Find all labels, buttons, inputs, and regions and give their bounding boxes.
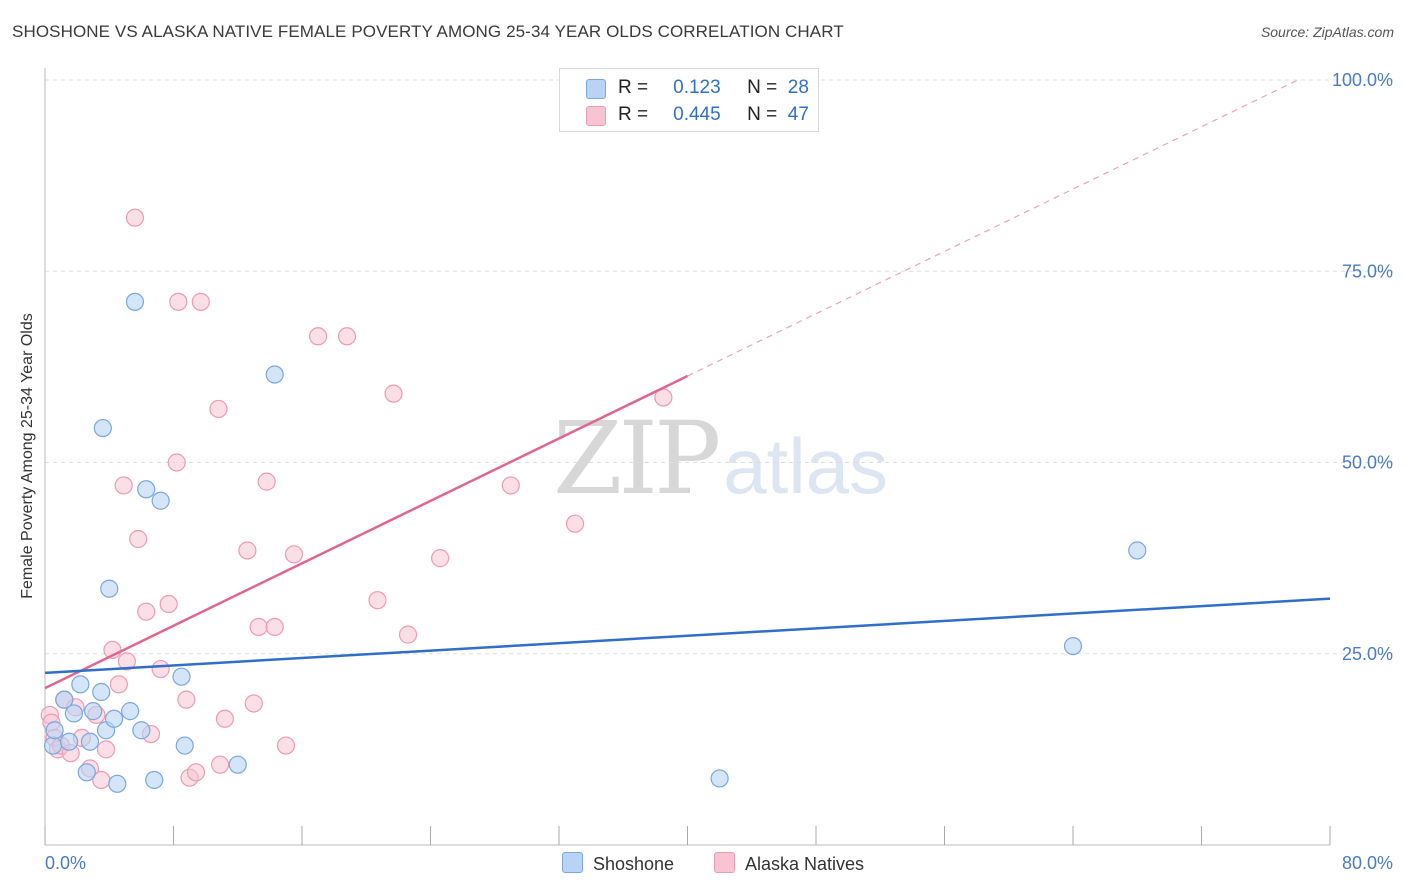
legend-alaska-label: Alaska Natives (745, 854, 865, 874)
alaska-point (384, 384, 403, 403)
alaska-point (565, 514, 585, 533)
y-tick-label: 50.0% (1342, 453, 1393, 473)
y-tick-label: 75.0% (1342, 261, 1393, 281)
alaska-point (114, 476, 133, 495)
alaska-trend-line (44, 374, 689, 690)
shoshone-point (132, 721, 151, 740)
shoshone-n-value: 28 (787, 77, 809, 98)
alaska-n-value: 47 (787, 104, 809, 125)
alaska-point (368, 591, 387, 610)
watermark-atlas: atlas (723, 422, 889, 510)
legend-shoshone-label: Shoshone (593, 854, 675, 874)
shoshone-point (45, 721, 64, 740)
watermark: ZIPatlas (553, 400, 888, 517)
alaska-point (125, 208, 145, 227)
shoshone-point (43, 736, 63, 755)
alaska-point (337, 327, 357, 346)
alaska-point (284, 545, 304, 564)
alaska-point (96, 740, 116, 759)
x-tick-label: 0.0% (45, 853, 86, 873)
shoshone-r-value: 0.123 (673, 77, 721, 98)
shoshone-point (1128, 541, 1147, 560)
shoshone-point (100, 579, 119, 598)
shoshone-point (265, 365, 284, 384)
shoshone-point (710, 769, 729, 788)
alaska-point (276, 736, 296, 755)
alaska-point (137, 602, 156, 621)
alaska-point (159, 594, 178, 614)
alaska-point (109, 675, 128, 694)
alaska-point (117, 652, 137, 671)
alaska-point (177, 690, 196, 709)
shoshone-point (71, 675, 90, 694)
alaska-r-value: 0.445 (673, 104, 721, 125)
alaska-point (238, 541, 257, 560)
shoshone-swatch (586, 79, 606, 99)
shoshone-point (151, 491, 170, 510)
shoshone-point (93, 418, 112, 438)
y-tick-label: 100.0% (1332, 70, 1393, 90)
legend-item-alaska: Alaska Natives (714, 852, 864, 875)
watermark-zip: ZIP (553, 400, 721, 517)
shoshone-n-label: N = (747, 77, 778, 98)
alaska-point (215, 709, 234, 728)
shoshone-point (175, 736, 194, 755)
shoshone-point (228, 755, 247, 774)
shoshone-point (64, 704, 84, 723)
shoshone-point (84, 702, 103, 721)
shoshone-point (1063, 636, 1083, 656)
shoshone-point (55, 690, 74, 709)
shoshone-point (59, 732, 79, 751)
shoshone-point (108, 774, 127, 793)
legend-alaska-swatch (714, 852, 735, 873)
alaska-point (169, 292, 188, 311)
alaska-point (257, 472, 276, 491)
alaska-point (501, 476, 520, 495)
source-credit: Source: ZipAtlas.com (1260, 24, 1394, 40)
shoshone-point (77, 763, 96, 782)
alaska-point (167, 453, 186, 472)
shoshone-point (80, 732, 100, 751)
alaska-point (210, 755, 230, 774)
legend-item-shoshone: Shoshone (562, 852, 674, 875)
alaska-trend-extension (687, 79, 1299, 377)
alaska-point (244, 694, 263, 713)
alaska-n-label: N = (747, 104, 778, 125)
shoshone-point (172, 667, 191, 686)
y-axis-label: Female Poverty Among 25-34 Year Olds (19, 313, 36, 599)
shoshone-point (125, 292, 145, 311)
alaska-point (249, 617, 268, 637)
alaska-swatch (586, 106, 606, 126)
shoshone-point (137, 480, 156, 499)
alaska-point (265, 617, 284, 637)
shoshone-r-label: R = (618, 77, 649, 98)
shoshone-point (104, 709, 124, 728)
shoshone-point (92, 682, 111, 702)
alaska-r-label: R = (618, 104, 649, 125)
shoshone-point (145, 770, 164, 790)
alaska-point (431, 549, 450, 568)
y-tick-label: 25.0% (1342, 644, 1393, 664)
x-tick-label: 80.0% (1342, 853, 1393, 873)
alaska-point (398, 625, 418, 644)
alaska-point (308, 327, 328, 346)
alaska-point (151, 659, 170, 679)
shoshone-point (121, 702, 140, 721)
chart-title: SHOSHONE VS ALASKA NATIVE FEMALE POVERTY… (12, 22, 844, 41)
alaska-point (209, 399, 228, 419)
legend-shoshone-swatch (562, 852, 583, 873)
alaska-point (129, 529, 148, 549)
alaska-point (186, 763, 206, 782)
correlation-legend: R = 0.123 N = 28 R = 0.445 N = 47 (559, 68, 819, 132)
shoshone-trend-line (44, 597, 1331, 675)
alaska-point (191, 292, 210, 311)
